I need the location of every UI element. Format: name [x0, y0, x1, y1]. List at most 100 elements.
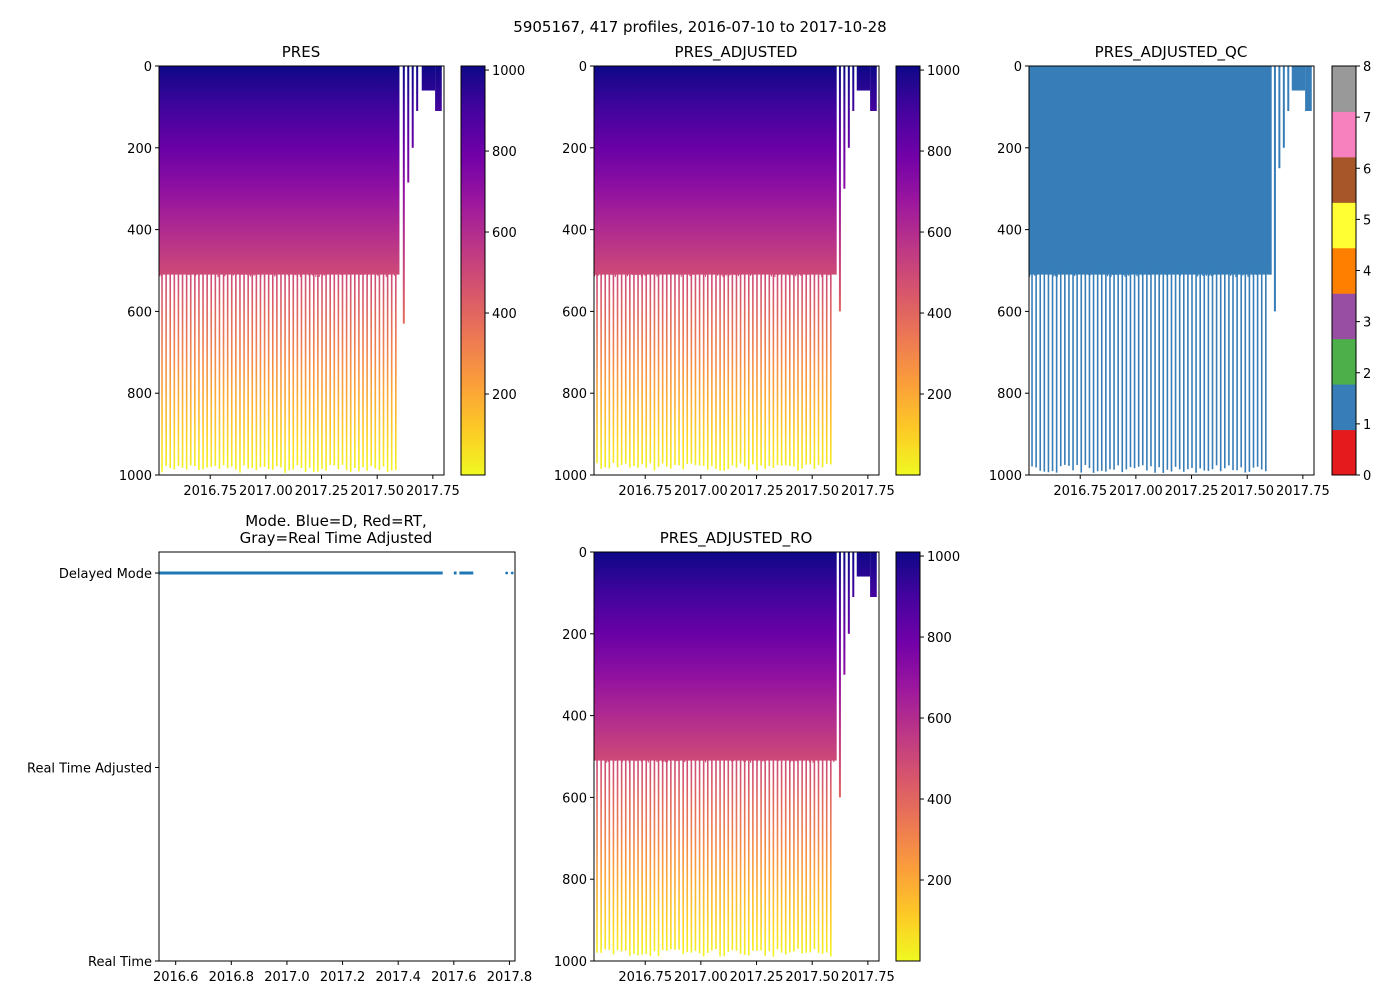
pres_adjusted_qc-edge-cell	[1268, 266, 1270, 271]
pres-edge-cell	[304, 266, 307, 275]
pres-edge-cell	[353, 266, 355, 271]
y-tick-label: 1000	[119, 469, 152, 484]
pres_adjusted_qc-edge-cell	[1067, 266, 1069, 272]
colorbar-tick-label: 800	[927, 631, 952, 646]
pres_adjusted_ro-deep-profile	[756, 756, 758, 951]
pres_adjusted_ro-deep-profile	[768, 756, 771, 952]
pres_adjusted_ro-edge-cell	[675, 752, 677, 762]
pres_adjusted_ro-edge-cell	[724, 752, 726, 757]
pres_adjusted_qc-deep-profile	[1199, 270, 1201, 469]
pres-edge-cell	[371, 266, 374, 272]
pres_adjusted_qc-edge-cell	[1074, 266, 1076, 277]
pres-edge-cell	[320, 266, 322, 274]
pres-deep-profile	[317, 270, 319, 472]
pres_adjusted_qc-edge-cell	[1240, 266, 1242, 273]
pres_adjusted_ro-deep-profile	[830, 756, 832, 957]
pres_adjusted_qc-deep-profile	[1203, 270, 1206, 471]
pres_adjusted-deep-profile	[690, 270, 693, 464]
pres_adjusted_qc-edge-cell	[1171, 266, 1173, 271]
pres_adjusted_qc-late-profile	[1273, 66, 1276, 312]
pres_adjusted_qc-edge-cell	[1061, 266, 1064, 274]
pres_adjusted-edge-cell	[795, 266, 797, 277]
pres-edge-cell	[310, 266, 312, 272]
pres_adjusted_ro-deep-profile	[682, 756, 684, 955]
pres_adjusted_qc-edge-cell	[1269, 266, 1272, 275]
pres_adjusted-edge-cell	[746, 266, 748, 272]
pres_adjusted_qc-edge-cell	[1094, 266, 1097, 272]
pres_adjusted_ro-deep-profile	[813, 756, 816, 950]
pres_adjusted_qc-edge-cell	[1075, 266, 1077, 274]
pres-deep-profile	[276, 270, 278, 467]
pres-edge-cell	[375, 266, 377, 270]
pres-deep-profile	[189, 270, 192, 466]
pres_adjusted_qc-edge-cell	[1223, 266, 1225, 272]
pres_adjusted_qc-deep-profile	[1240, 270, 1243, 468]
pres-edge-cell	[188, 266, 190, 276]
pres_adjusted_ro-deep-profile	[657, 756, 660, 957]
pres_adjusted-edge-cell	[675, 266, 677, 274]
pres_adjusted_qc-deep-profile	[1162, 270, 1165, 473]
pres-edge-cell	[303, 266, 305, 275]
pres-edge-cell	[179, 266, 181, 273]
pres_adjusted_ro-deep-profile	[743, 756, 746, 955]
pres-deep-profile	[177, 270, 180, 466]
pres-edge-cell	[335, 266, 338, 272]
pres-deep-profile	[292, 270, 295, 470]
pres-deep-profile	[255, 270, 258, 471]
pres_adjusted_qc-deep-profile	[1092, 270, 1095, 473]
pres_adjusted-edge-cell	[607, 266, 610, 273]
pres_adjusted-continuous-block	[594, 66, 837, 275]
pres-edge-cell	[159, 266, 161, 277]
pres-edge-cell	[370, 266, 372, 275]
pres_adjusted_qc-deep-profile	[1117, 270, 1119, 466]
pres-edge-cell	[327, 266, 329, 273]
pres-edge-cell	[241, 266, 243, 275]
pres_adjusted_ro-edge-cell	[684, 752, 686, 763]
pres_adjusted_qc-edge-cell	[1167, 266, 1169, 272]
pres_adjusted_qc-edge-cell	[1148, 266, 1150, 276]
pres_adjusted_ro-edge-cell	[746, 752, 748, 760]
pres-heatmap	[159, 66, 442, 473]
pres-edge-cell	[189, 266, 192, 272]
pres_adjusted-edge-cell	[732, 266, 734, 271]
pres_adjusted_qc-deep-profile	[1174, 270, 1177, 467]
pres-edge-cell	[330, 266, 332, 272]
pres_adjusted_ro-edge-cell	[692, 752, 694, 757]
pres_adjusted-edge-cell	[646, 266, 648, 271]
pres_adjusted-edge-cell	[824, 266, 826, 272]
pres_adjusted_qc-edge-cell	[1256, 266, 1258, 275]
pres_adjusted_qc-edge-cell	[1237, 266, 1239, 271]
pres_adjusted-edge-cell	[644, 266, 646, 276]
pres_adjusted_ro-deep-profile	[706, 756, 709, 953]
pres-adjusted-axes-frame	[593, 65, 880, 476]
pres_adjusted_qc-edge-cell	[1032, 266, 1034, 275]
pres_adjusted_ro-deep-profile	[596, 756, 598, 953]
pres_adjusted_qc-edge-cell	[1164, 266, 1166, 274]
x-tick-label: 2017.75	[406, 484, 460, 499]
pres_adjusted_qc-edge-cell	[1238, 266, 1240, 271]
pres-edge-cell	[317, 266, 319, 270]
pres_adjusted_qc-deep-profile	[1088, 270, 1091, 469]
pres_adjusted_ro-edge-cell	[782, 752, 785, 758]
pres_adjusted-edge-cell	[751, 266, 753, 274]
pres_adjusted_ro-deep-profile	[670, 756, 672, 950]
colorbar-tick-label: 800	[927, 145, 952, 160]
pres-deep-profile	[247, 270, 249, 469]
pres_adjusted_qc-edge-cell	[1245, 266, 1247, 272]
pres_adjusted_ro-deep-profile	[784, 756, 787, 955]
pres_adjusted_qc-deep-profile	[1072, 270, 1074, 471]
pres-deep-profile	[366, 270, 368, 471]
x-tick-label: 2017.6	[431, 970, 477, 985]
pres-adjusted-qc-colorbar: 0 1 2 3 4 5 6 7 8	[1331, 60, 1371, 484]
pres-edge-cell	[365, 266, 367, 272]
pres_adjusted_qc-deep-profile	[1219, 270, 1222, 472]
pres-edge-cell	[212, 266, 214, 271]
pres_adjusted-deep-profile	[825, 270, 828, 464]
pres-yaxis: 0 200 400 600 800 1000	[119, 60, 159, 484]
pres_adjusted_ro-edge-cell	[644, 752, 646, 759]
pres-deep-profile	[243, 270, 245, 466]
pres_adjusted_ro-deep-profile	[797, 756, 799, 949]
pres_adjusted_ro-deep-profile	[719, 756, 721, 957]
pres_adjusted_ro-deep-profile	[760, 756, 762, 951]
pres_adjusted_qc-deep-profile	[1195, 270, 1197, 473]
